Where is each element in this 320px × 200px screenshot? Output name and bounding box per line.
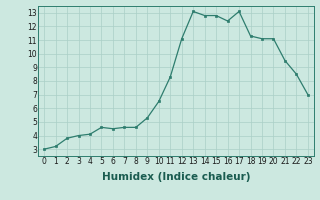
X-axis label: Humidex (Indice chaleur): Humidex (Indice chaleur) — [102, 172, 250, 182]
